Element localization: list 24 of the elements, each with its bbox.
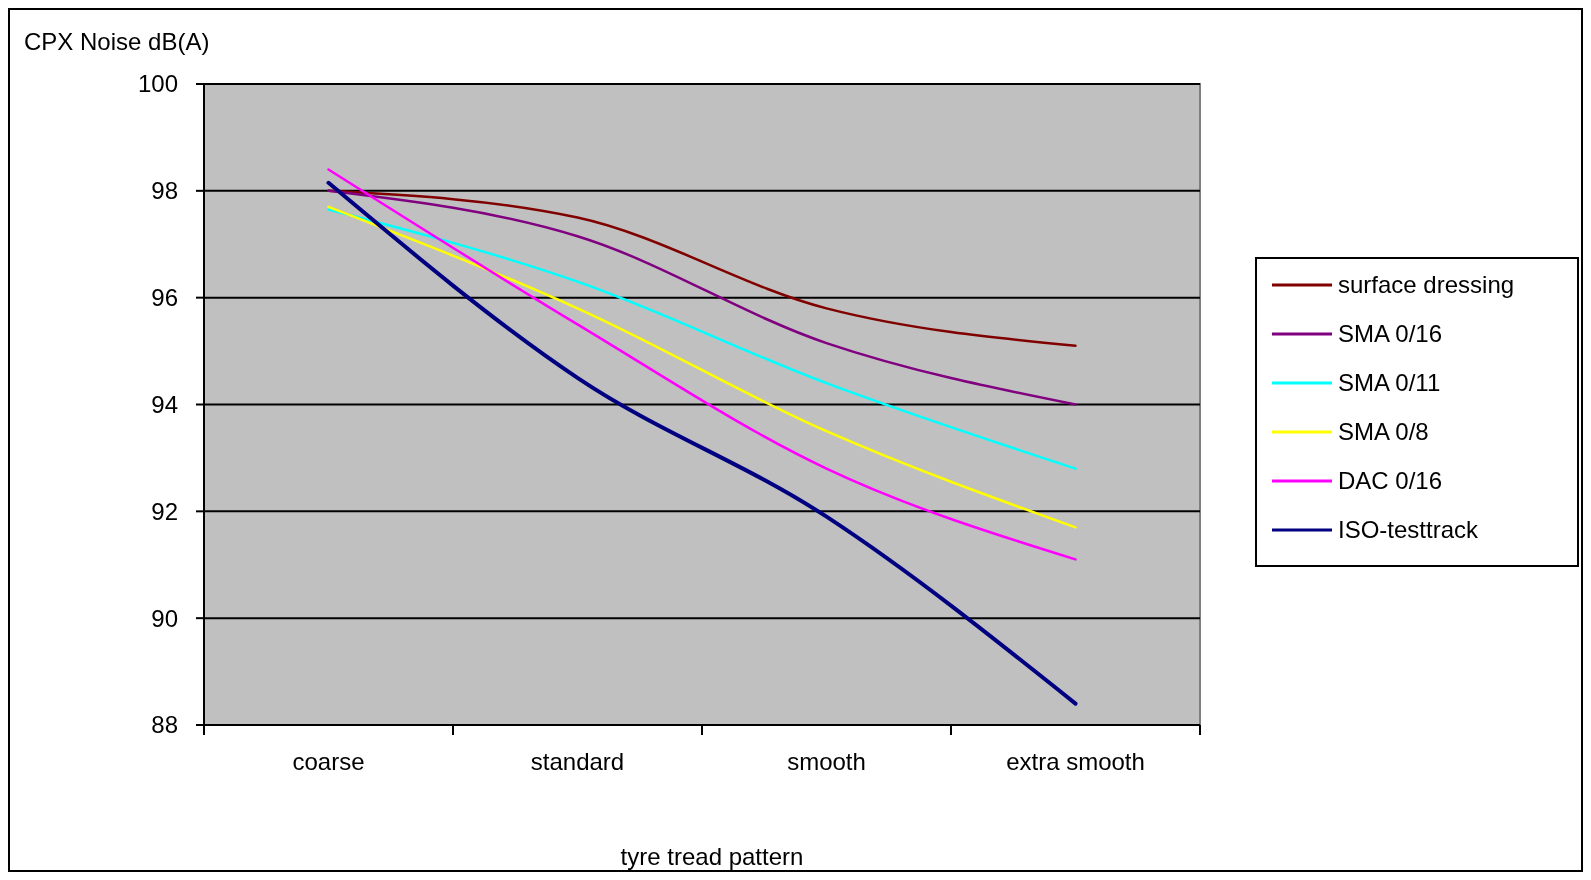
y-tick-label: 92 (151, 497, 178, 525)
legend-label: SMA 0/11 (1338, 369, 1441, 397)
x-axis-title: tyre tread pattern (620, 843, 804, 870)
x-tick-label: smooth (787, 748, 866, 775)
y-tick-label: 88 (151, 711, 178, 739)
legend-label: SMA 0/16 (1338, 320, 1443, 348)
y-tick-label: 98 (151, 177, 178, 205)
legend-label: SMA 0/8 (1338, 418, 1429, 446)
x-tick-label: standard (530, 748, 625, 775)
line-series (326, 180, 1078, 706)
y-tick-label: 94 (151, 390, 178, 418)
line-series (327, 168, 1077, 561)
x-tick-label: coarse (292, 748, 365, 775)
line-series (327, 208, 1077, 470)
y-tick-label: 96 (151, 284, 178, 312)
x-tick-label: extra smooth (1006, 748, 1145, 775)
line-series (327, 189, 1077, 406)
legend-label: ISO-testtrack (1338, 516, 1480, 544)
y-tick-label: 90 (151, 604, 178, 632)
y-tick-label: 100 (137, 70, 178, 98)
legend-label: DAC 0/16 (1338, 467, 1443, 495)
legend-label: surface dressing (1338, 271, 1515, 299)
y-axis-title: CPX Noise dB(A) (24, 28, 210, 55)
line-series (327, 205, 1077, 529)
